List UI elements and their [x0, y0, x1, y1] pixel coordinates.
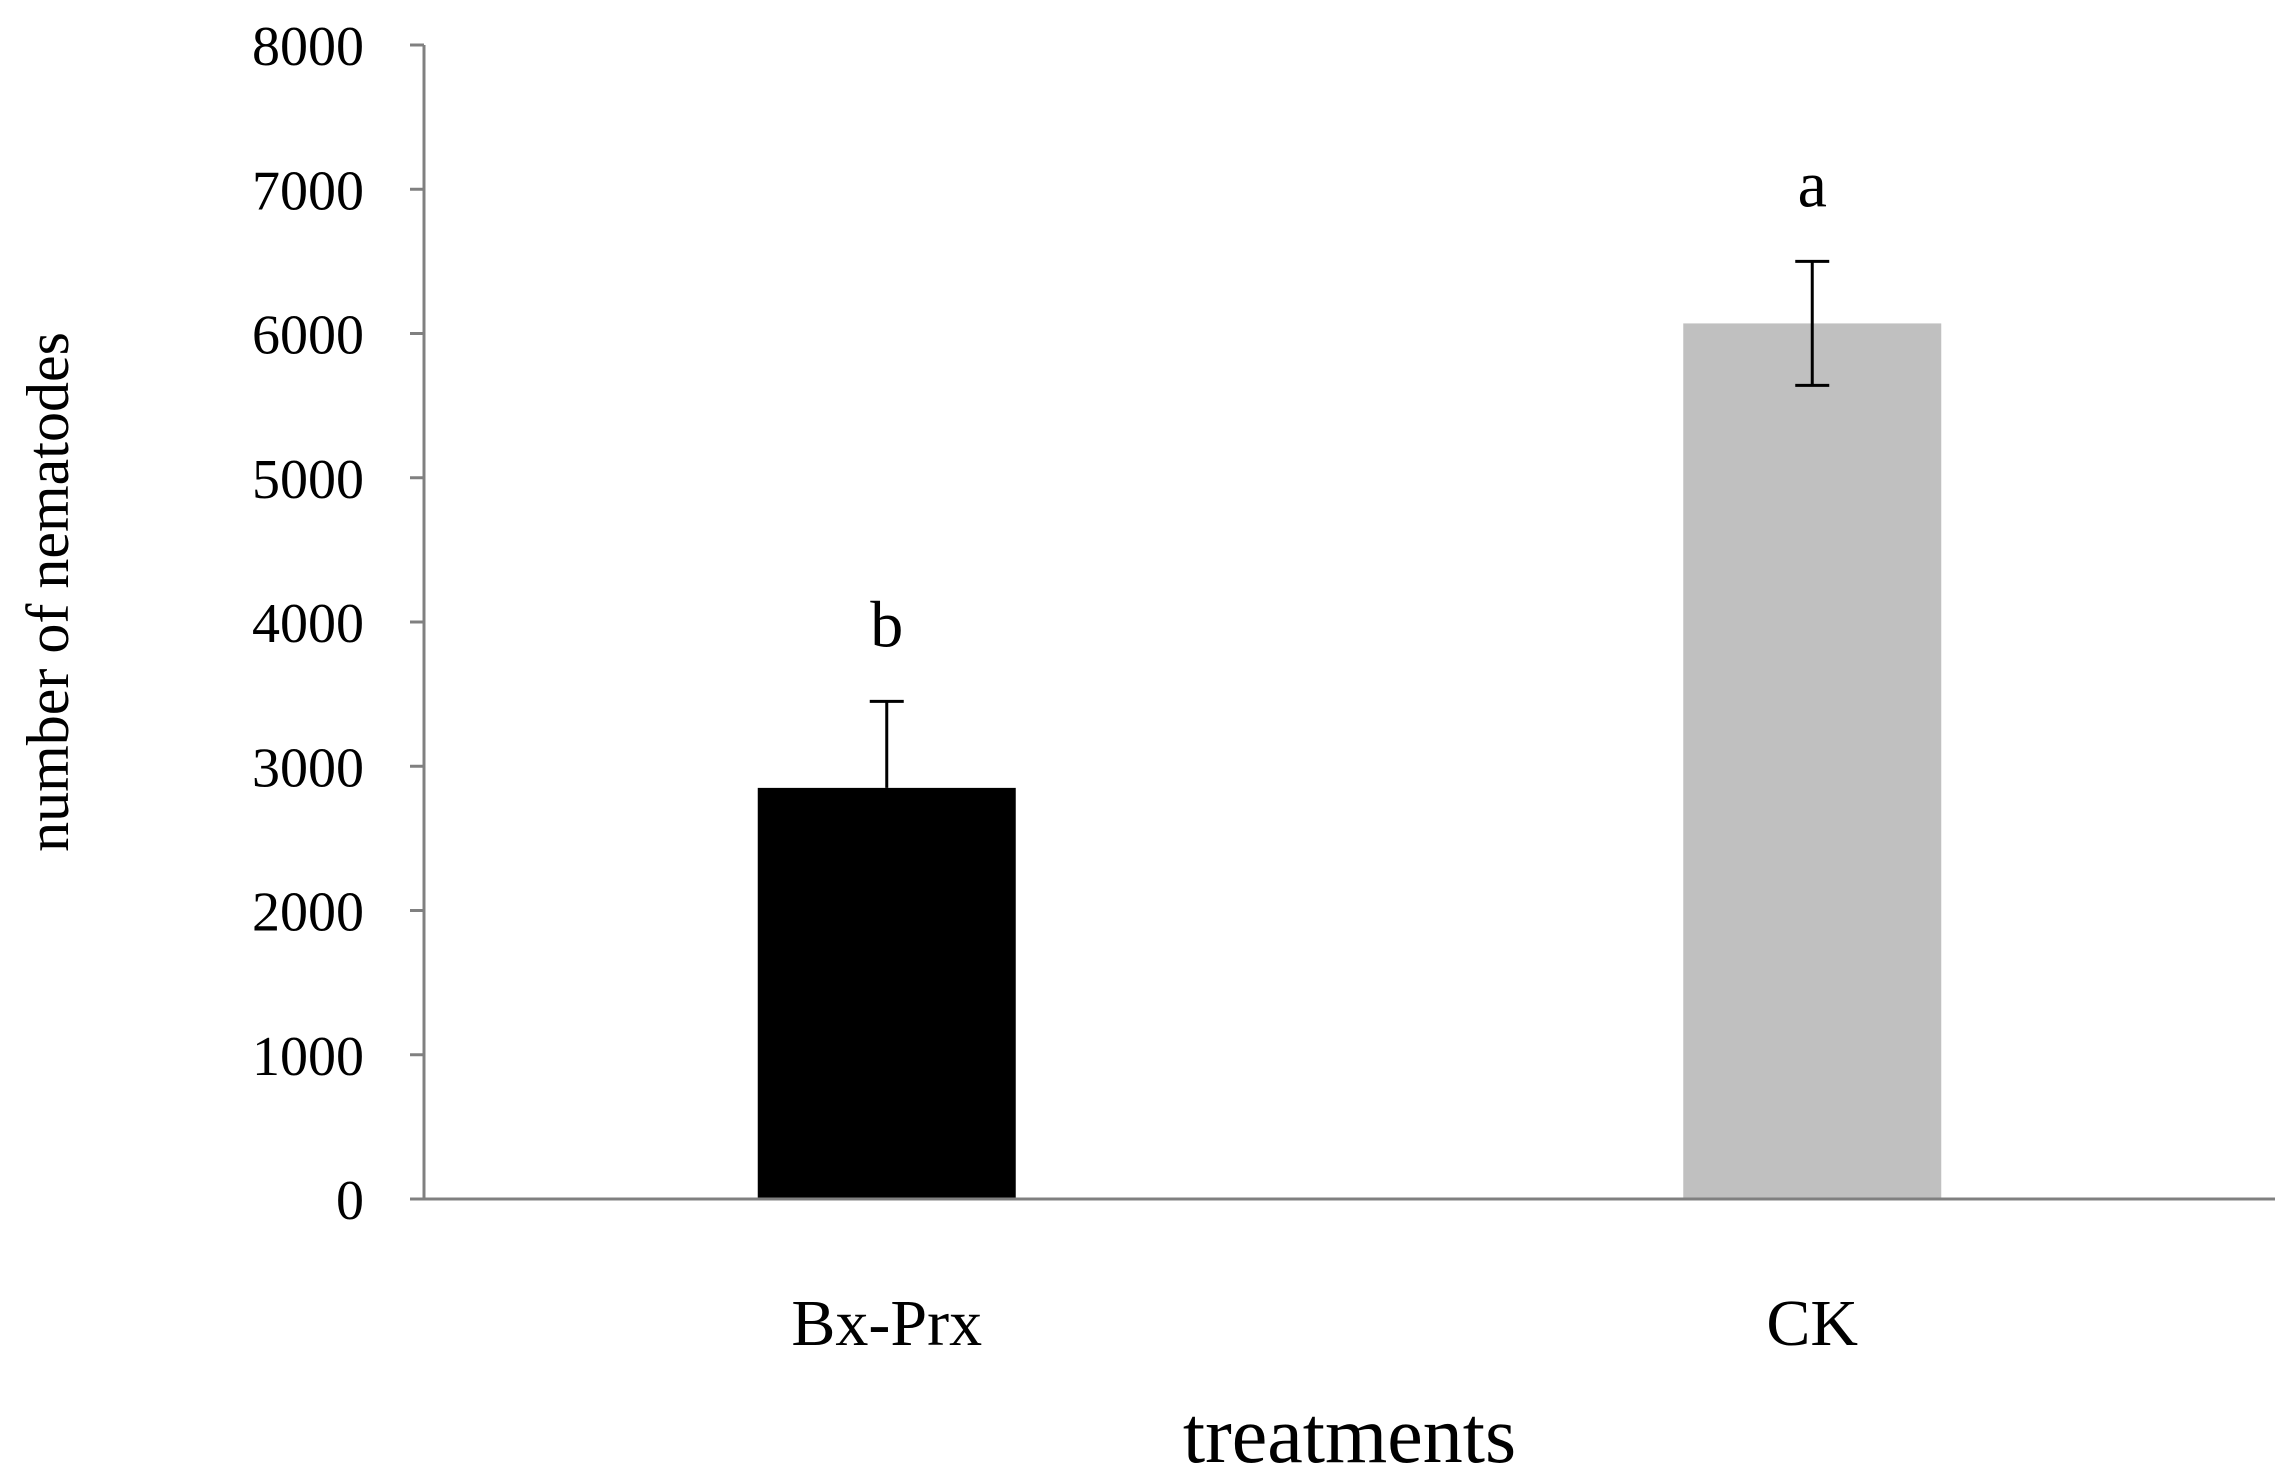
- y-tick-label: 4000: [252, 593, 364, 655]
- y-tick-label: 2000: [252, 882, 364, 944]
- y-tick-label: 3000: [252, 737, 364, 799]
- bar-ck: [1683, 323, 1942, 1200]
- error-bars: [869, 259, 1830, 788]
- bars: [757, 323, 1942, 1200]
- y-tick-label: 0: [336, 1170, 364, 1232]
- x-category-labels: Bx-Prx CK: [791, 1287, 1858, 1360]
- x-axis-title: treatments: [1183, 1392, 1516, 1480]
- significance-label: b: [870, 588, 903, 661]
- y-tick-label: 1000: [252, 1026, 364, 1088]
- x-category-label: Bx-Prx: [791, 1287, 982, 1360]
- significance-labels: ba: [870, 148, 1827, 661]
- x-category-label: CK: [1766, 1287, 1858, 1360]
- bar-bx-prx: [757, 787, 1016, 1199]
- significance-label: a: [1798, 148, 1827, 221]
- y-tick-label: 8000: [252, 16, 364, 78]
- y-ticks: 0 1000 2000 3000 4000 5000 6000 7000 8000: [252, 16, 424, 1232]
- y-tick-label: 7000: [252, 160, 364, 222]
- y-tick-label: 5000: [252, 449, 364, 511]
- y-tick-label: 6000: [252, 305, 364, 367]
- y-axis-title: number of nematodes: [15, 332, 81, 852]
